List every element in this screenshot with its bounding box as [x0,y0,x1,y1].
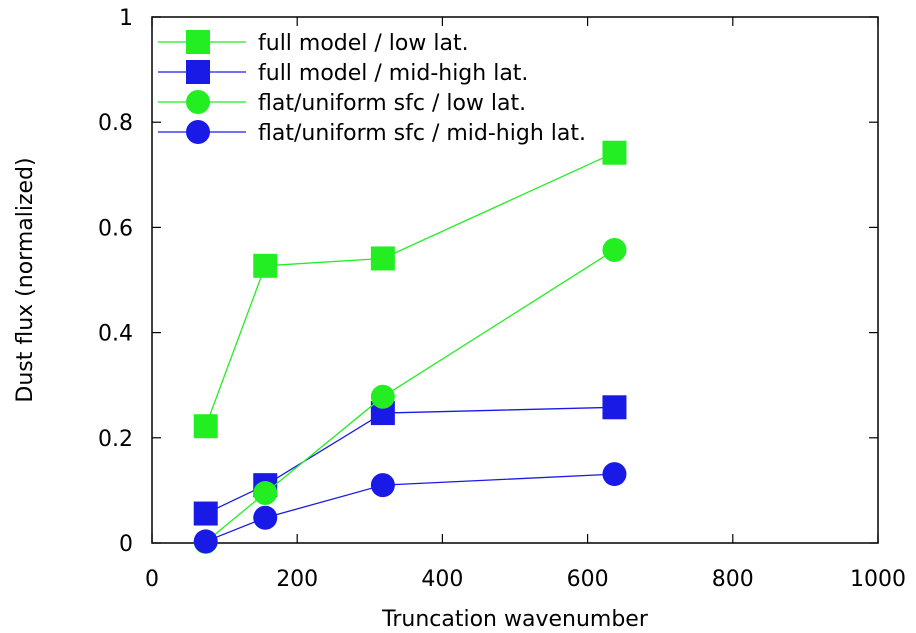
x-tick-labels: 0 200 400 600 800 1000 [145,567,906,592]
legend-label: full model / low lat. [258,31,469,56]
x-tick-label: 1000 [850,567,906,592]
legend-circle-marker [186,90,210,114]
y-tick-label: 1 [119,6,133,31]
x-tick-label: 400 [421,567,463,592]
x-tick-label: 600 [567,567,609,592]
legend-square-marker [186,30,210,54]
y-axis-title: Dust flux (normalized) [13,157,38,402]
data-point-circle [370,384,395,409]
legend-square-marker [186,60,210,84]
legend-entry: full model / low lat. [158,30,469,56]
x-tick-label: 0 [145,567,159,592]
y-tick-labels: 0 0.2 0.4 0.6 0.8 1 [98,6,133,557]
y-tick-label: 0.8 [98,111,133,136]
data-point-circle [370,473,395,498]
data-point-square [253,253,278,278]
series-1 [193,140,627,439]
y-tick-label: 0.4 [98,322,133,347]
series-line [205,473,615,543]
data-point-square [193,414,218,439]
plot-frame [151,16,879,544]
x-axis-title: Truncation wavenumber [381,607,649,632]
legend-label: flat/uniform sfc / mid-high lat. [258,121,586,146]
series-4 [193,462,627,554]
series-2 [193,395,627,526]
data-point-circle [253,505,278,530]
data-point-square [602,140,627,165]
data-point-square [602,395,627,420]
data-point-circle [602,238,627,263]
legend-label: full model / mid-high lat. [258,61,528,86]
series-line [205,249,615,543]
data-point-square [370,246,395,271]
legend-entry: full model / mid-high lat. [158,60,528,86]
axis-ticks [151,16,879,544]
legend-entry: flat/uniform sfc / mid-high lat. [158,120,586,146]
series-line [205,406,615,515]
series-line [205,152,615,427]
legend-entry: flat/uniform sfc / low lat. [158,90,526,116]
data-point-square [193,501,218,526]
data-point-circle [602,462,627,487]
x-tick-label: 200 [276,567,318,592]
legend: full model / low lat. full model / mid-hi… [158,30,586,146]
data-point-circle [193,529,218,554]
y-tick-label: 0 [119,532,133,557]
y-tick-label: 0.2 [98,427,133,452]
x-tick-label: 800 [712,567,754,592]
data-point-circle [253,481,278,506]
legend-circle-marker [186,120,210,144]
series-layer [193,140,627,554]
legend-label: flat/uniform sfc / low lat. [258,91,526,116]
y-tick-label: 0.6 [98,216,133,241]
